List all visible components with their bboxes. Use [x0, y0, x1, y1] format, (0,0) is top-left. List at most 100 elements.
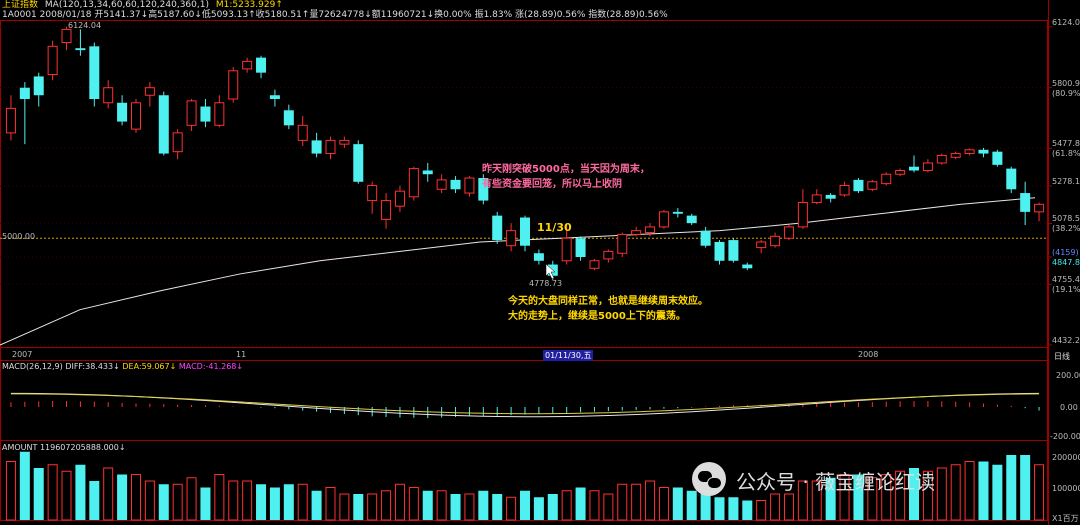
candle	[631, 226, 642, 237]
candle-body	[561, 237, 572, 262]
amount-bar	[394, 483, 405, 521]
watermark-text: 公众号 · 薇宝缠论红读	[736, 470, 936, 494]
amount-bar	[561, 490, 572, 521]
candle	[978, 147, 989, 158]
amount-bar	[645, 480, 656, 521]
amount-bar	[686, 490, 697, 520]
macd-axis-neg200: -200.00	[1050, 432, 1080, 441]
amount-bar	[103, 467, 114, 521]
candle	[1034, 202, 1045, 222]
candle-body	[61, 28, 72, 44]
candle	[228, 67, 239, 103]
candle	[575, 236, 586, 261]
macd-value: MACD:-41.268↓	[178, 362, 244, 371]
amount-bar	[381, 490, 392, 521]
macd-dea-value: DEA:59.067↓	[122, 362, 177, 371]
candle	[783, 225, 794, 241]
amount-bar	[144, 480, 155, 521]
amount-bar	[422, 490, 433, 520]
candle-body	[353, 144, 364, 182]
low-label: 4778.73	[529, 279, 563, 288]
amount-bar	[61, 470, 72, 521]
amount-axis-100000: 100000	[1052, 484, 1080, 493]
annotation-bottom-line-1: 今天的大盘同样正常，也就是继续周末效应。	[508, 296, 708, 307]
amount-bar	[909, 468, 920, 520]
amount-bar	[533, 497, 544, 520]
candle	[950, 151, 961, 160]
candle-body	[117, 102, 128, 122]
candle	[158, 91, 169, 156]
candle	[47, 40, 58, 81]
candle	[242, 57, 253, 73]
mouse-cursor	[545, 263, 556, 280]
macd-axis-0: 0.00	[1060, 403, 1078, 412]
candle	[658, 209, 669, 229]
candle-body	[658, 211, 669, 228]
candle	[408, 166, 419, 201]
candle	[867, 179, 878, 192]
price-axis-label: 4755.4	[1052, 275, 1080, 285]
candle	[895, 168, 906, 177]
candle-body	[242, 60, 253, 70]
macd-legend: MACD(26,12,9) DIFF:38.433↓ DEA:59.067↓ M…	[2, 362, 243, 371]
amount-bar	[700, 490, 711, 520]
amount-bar	[75, 464, 86, 520]
candle	[797, 189, 808, 229]
candle-body	[686, 215, 697, 224]
candle-body	[575, 238, 586, 258]
candle-body	[895, 169, 906, 175]
amount-bar	[408, 487, 419, 521]
candle	[325, 136, 336, 160]
candle	[1020, 181, 1031, 226]
candle	[533, 249, 544, 265]
amount-bar	[1020, 455, 1031, 520]
candle	[992, 149, 1003, 167]
wechat-icon	[692, 462, 726, 496]
amount-bar	[353, 494, 364, 520]
candle-body	[770, 235, 781, 247]
candle-body	[33, 76, 44, 96]
candle-body	[172, 132, 183, 153]
right-axis-bg	[1048, 0, 1080, 525]
candle-body	[228, 70, 239, 100]
candle	[269, 89, 280, 107]
price-axis-sublabel: (38.2%)	[1052, 224, 1080, 234]
amount-bar	[47, 464, 58, 521]
price-axis-sublabel: 4847.82	[1052, 258, 1080, 267]
amount-bar	[19, 451, 30, 520]
amount-bar	[742, 500, 753, 520]
amount-bar	[297, 483, 308, 521]
candle-body	[130, 102, 141, 130]
amount-bar	[256, 484, 267, 520]
candles	[5, 26, 1045, 280]
candle	[19, 82, 30, 145]
amount-bar	[200, 487, 211, 520]
amount-bar	[658, 487, 669, 521]
period-label[interactable]: 日线	[1054, 352, 1070, 361]
candle	[144, 82, 155, 107]
candle-body	[589, 260, 600, 269]
candle	[33, 72, 44, 107]
candle	[756, 240, 767, 254]
candle	[450, 176, 461, 194]
m1-label: M1:5233.929↑	[215, 0, 283, 10]
amount-bar	[728, 497, 739, 520]
candle-body	[103, 87, 114, 104]
candle	[1006, 166, 1017, 194]
candle-body	[756, 241, 767, 249]
amount-bar	[325, 487, 336, 521]
amount-bar	[992, 464, 1003, 520]
amount-bar	[950, 464, 961, 521]
candle	[881, 172, 892, 186]
candle	[311, 132, 322, 158]
candle	[853, 178, 864, 194]
candle	[561, 225, 572, 265]
candle	[353, 140, 364, 184]
candle-body	[867, 181, 878, 190]
amount-bar	[228, 480, 239, 521]
candle-body	[408, 168, 419, 198]
header-info-line: 1A0001 2008/01/18 开5141.37↓高5187.60↓低509…	[2, 10, 668, 20]
chart-border	[0, 20, 1048, 521]
amount-bar	[186, 477, 197, 521]
